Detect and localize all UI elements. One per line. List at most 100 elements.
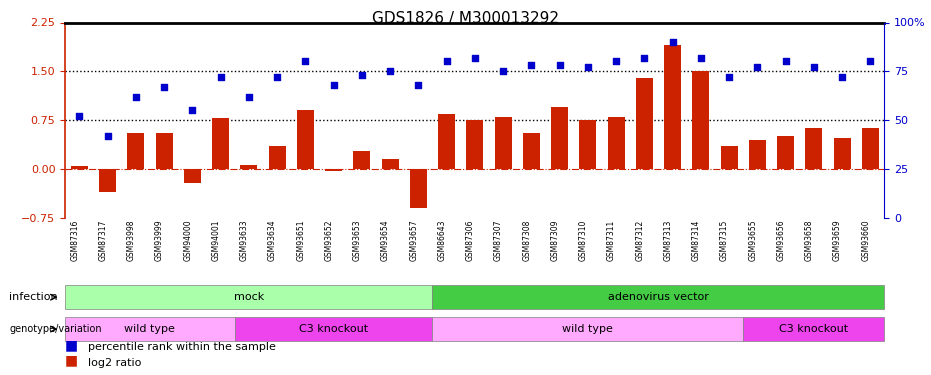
- Text: ■: ■: [65, 354, 78, 368]
- Point: [806, 64, 821, 70]
- Point: [72, 113, 87, 119]
- Text: GDS1826 / M300013292: GDS1826 / M300013292: [372, 11, 559, 26]
- Text: GSM94000: GSM94000: [183, 219, 193, 261]
- Text: adenovirus vector: adenovirus vector: [608, 292, 708, 302]
- Bar: [183, 169, 201, 183]
- Bar: [99, 169, 116, 192]
- Point: [580, 64, 595, 70]
- Bar: [71, 166, 88, 169]
- Point: [326, 82, 341, 88]
- Point: [834, 74, 849, 80]
- Point: [270, 74, 285, 80]
- Text: GSM86643: GSM86643: [438, 219, 447, 261]
- Point: [101, 133, 115, 139]
- Bar: [805, 129, 822, 169]
- Text: GSM93660: GSM93660: [861, 219, 870, 261]
- Bar: [608, 117, 625, 169]
- Text: GSM87314: GSM87314: [692, 219, 701, 261]
- Point: [298, 58, 313, 64]
- Bar: [636, 78, 653, 169]
- Text: GSM93653: GSM93653: [353, 219, 362, 261]
- Text: GSM93651: GSM93651: [296, 219, 305, 261]
- Bar: [494, 117, 511, 169]
- Text: infection: infection: [9, 292, 58, 302]
- Point: [665, 39, 680, 45]
- Point: [722, 74, 736, 80]
- Bar: [410, 169, 426, 208]
- Text: GSM87306: GSM87306: [466, 219, 475, 261]
- Point: [749, 64, 764, 70]
- Point: [439, 58, 454, 64]
- Bar: [721, 146, 737, 169]
- Point: [411, 82, 425, 88]
- Bar: [155, 133, 172, 169]
- Text: GSM93658: GSM93658: [804, 219, 814, 261]
- Point: [213, 74, 228, 80]
- Text: log2 ratio: log2 ratio: [88, 357, 142, 368]
- Point: [241, 94, 256, 100]
- Bar: [579, 120, 596, 169]
- Text: genotype/variation: genotype/variation: [9, 324, 101, 334]
- Bar: [128, 133, 144, 169]
- Text: GSM93634: GSM93634: [268, 219, 277, 261]
- Point: [383, 68, 398, 74]
- Text: mock: mock: [234, 292, 263, 302]
- Bar: [325, 169, 342, 171]
- Point: [637, 55, 652, 61]
- Bar: [523, 133, 540, 169]
- Text: GSM87316: GSM87316: [71, 219, 79, 261]
- Point: [778, 58, 793, 64]
- Text: GSM87317: GSM87317: [99, 219, 108, 261]
- Text: ■: ■: [65, 339, 78, 352]
- Bar: [240, 165, 257, 169]
- Point: [524, 62, 539, 68]
- Text: GSM93998: GSM93998: [127, 219, 136, 261]
- Bar: [833, 138, 851, 169]
- Text: GSM93999: GSM93999: [155, 219, 164, 261]
- Text: GSM87315: GSM87315: [720, 219, 729, 261]
- Bar: [268, 146, 286, 169]
- Point: [552, 62, 567, 68]
- Point: [128, 94, 143, 100]
- Text: C3 knockout: C3 knockout: [779, 324, 848, 334]
- Point: [355, 72, 370, 78]
- Text: GSM93654: GSM93654: [381, 219, 390, 261]
- Text: GSM87309: GSM87309: [550, 219, 560, 261]
- Bar: [354, 151, 371, 169]
- Bar: [664, 45, 681, 169]
- Bar: [693, 71, 709, 169]
- Bar: [862, 129, 879, 169]
- Text: C3 knockout: C3 knockout: [299, 324, 368, 334]
- Point: [863, 58, 878, 64]
- Text: GSM93656: GSM93656: [776, 219, 786, 261]
- Text: GSM93659: GSM93659: [833, 219, 842, 261]
- Text: GSM93633: GSM93633: [240, 219, 249, 261]
- Point: [694, 55, 708, 61]
- Text: GSM87310: GSM87310: [579, 219, 587, 261]
- Text: GSM93657: GSM93657: [410, 219, 418, 261]
- Bar: [297, 110, 314, 169]
- Text: wild type: wild type: [125, 324, 175, 334]
- Bar: [212, 118, 229, 169]
- Text: GSM87308: GSM87308: [522, 219, 532, 261]
- Text: GSM93655: GSM93655: [749, 219, 757, 261]
- Point: [609, 58, 624, 64]
- Text: GSM87312: GSM87312: [635, 219, 644, 261]
- Point: [495, 68, 510, 74]
- Text: GSM94001: GSM94001: [211, 219, 221, 261]
- Text: wild type: wild type: [562, 324, 614, 334]
- Point: [156, 84, 171, 90]
- Bar: [466, 120, 483, 169]
- Text: GSM87311: GSM87311: [607, 219, 616, 261]
- Text: GSM87307: GSM87307: [494, 219, 503, 261]
- Bar: [551, 107, 568, 169]
- Bar: [777, 136, 794, 169]
- Text: percentile rank within the sample: percentile rank within the sample: [88, 342, 277, 352]
- Bar: [382, 159, 398, 169]
- Bar: [439, 114, 455, 169]
- Text: GSM93652: GSM93652: [325, 219, 333, 261]
- Point: [185, 107, 200, 113]
- Text: GSM87313: GSM87313: [664, 219, 672, 261]
- Point: [467, 55, 482, 61]
- Bar: [749, 140, 766, 169]
